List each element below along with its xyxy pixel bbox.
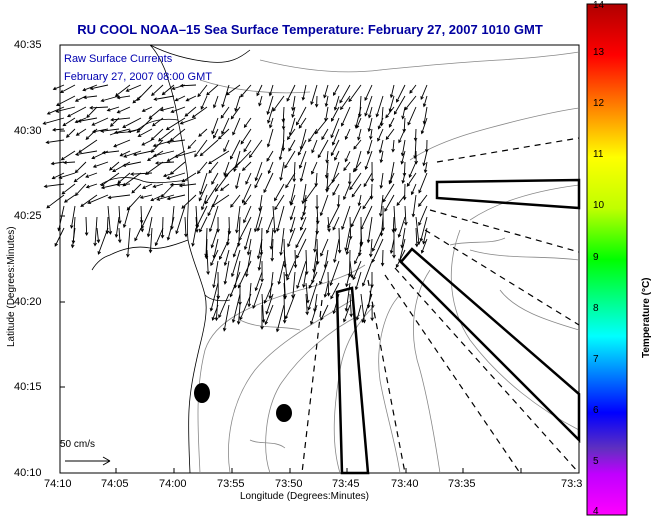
colorbar-tick: 13 [593, 47, 605, 58]
xtick-label: 73:45 [332, 478, 360, 490]
current-vectors [42, 83, 429, 333]
bathymetry-contours [197, 51, 580, 474]
figure-title: RU COOL NOAA–15 Sea Surface Temperature:… [77, 22, 543, 37]
colorbar [586, 3, 628, 516]
scale-label: 50 cm/s [60, 439, 96, 450]
ytick-label: 40:25 [14, 210, 42, 222]
xtick-label: 73:55 [217, 478, 245, 490]
colorbar-tick: 8 [593, 303, 599, 314]
xtick-label: 73:40 [391, 478, 419, 490]
xtick-label: 73:50 [275, 478, 303, 490]
colorbar-tick: 9 [593, 252, 599, 263]
buoy-marker-west [194, 383, 210, 403]
colorbar-tick: 10 [593, 200, 605, 211]
y-axis-label: Latitude (Degrees:Minutes) [6, 226, 17, 347]
colorbar-tick: 6 [593, 405, 599, 416]
ytick-label: 40:10 [14, 467, 42, 479]
channel-outlines [301, 137, 581, 475]
ytick-label: 40:30 [14, 125, 42, 137]
buoy-marker-east [276, 404, 292, 422]
xtick-label: 73:35 [448, 478, 476, 490]
colorbar-tick: 5 [593, 456, 599, 467]
ytick-label: 40:35 [14, 39, 42, 51]
channel-outline-north [435, 178, 581, 210]
channel-outline-east [399, 247, 581, 444]
xtick-label: 73:3 [561, 478, 583, 490]
colorbar-tick: 12 [593, 98, 605, 109]
colorbar-tick: 14 [593, 0, 605, 11]
xtick-label: 74:10 [44, 478, 72, 490]
colorbar-tick: 11 [593, 149, 604, 160]
ytick-label: 40:15 [14, 381, 42, 393]
colorbar-tick: 7 [593, 354, 599, 365]
xtick-label: 74:05 [101, 478, 129, 490]
channel-outline-south [335, 286, 370, 475]
ytick-label: 40:20 [14, 296, 42, 308]
colorbar-label: Temperature (°C) [641, 277, 651, 359]
x-axis-label: Longitude (Degrees:Minutes) [240, 491, 369, 502]
plot-frame [59, 44, 580, 474]
colorbar-tick: 4 [593, 506, 599, 517]
annotation-line1: Raw Surface Currents [64, 53, 173, 65]
scale-arrow [65, 456, 111, 466]
xtick-label: 74:00 [159, 478, 187, 490]
axis-ticks [59, 44, 522, 474]
annotation-line2: February 27, 2007 08:00 GMT [64, 71, 212, 83]
